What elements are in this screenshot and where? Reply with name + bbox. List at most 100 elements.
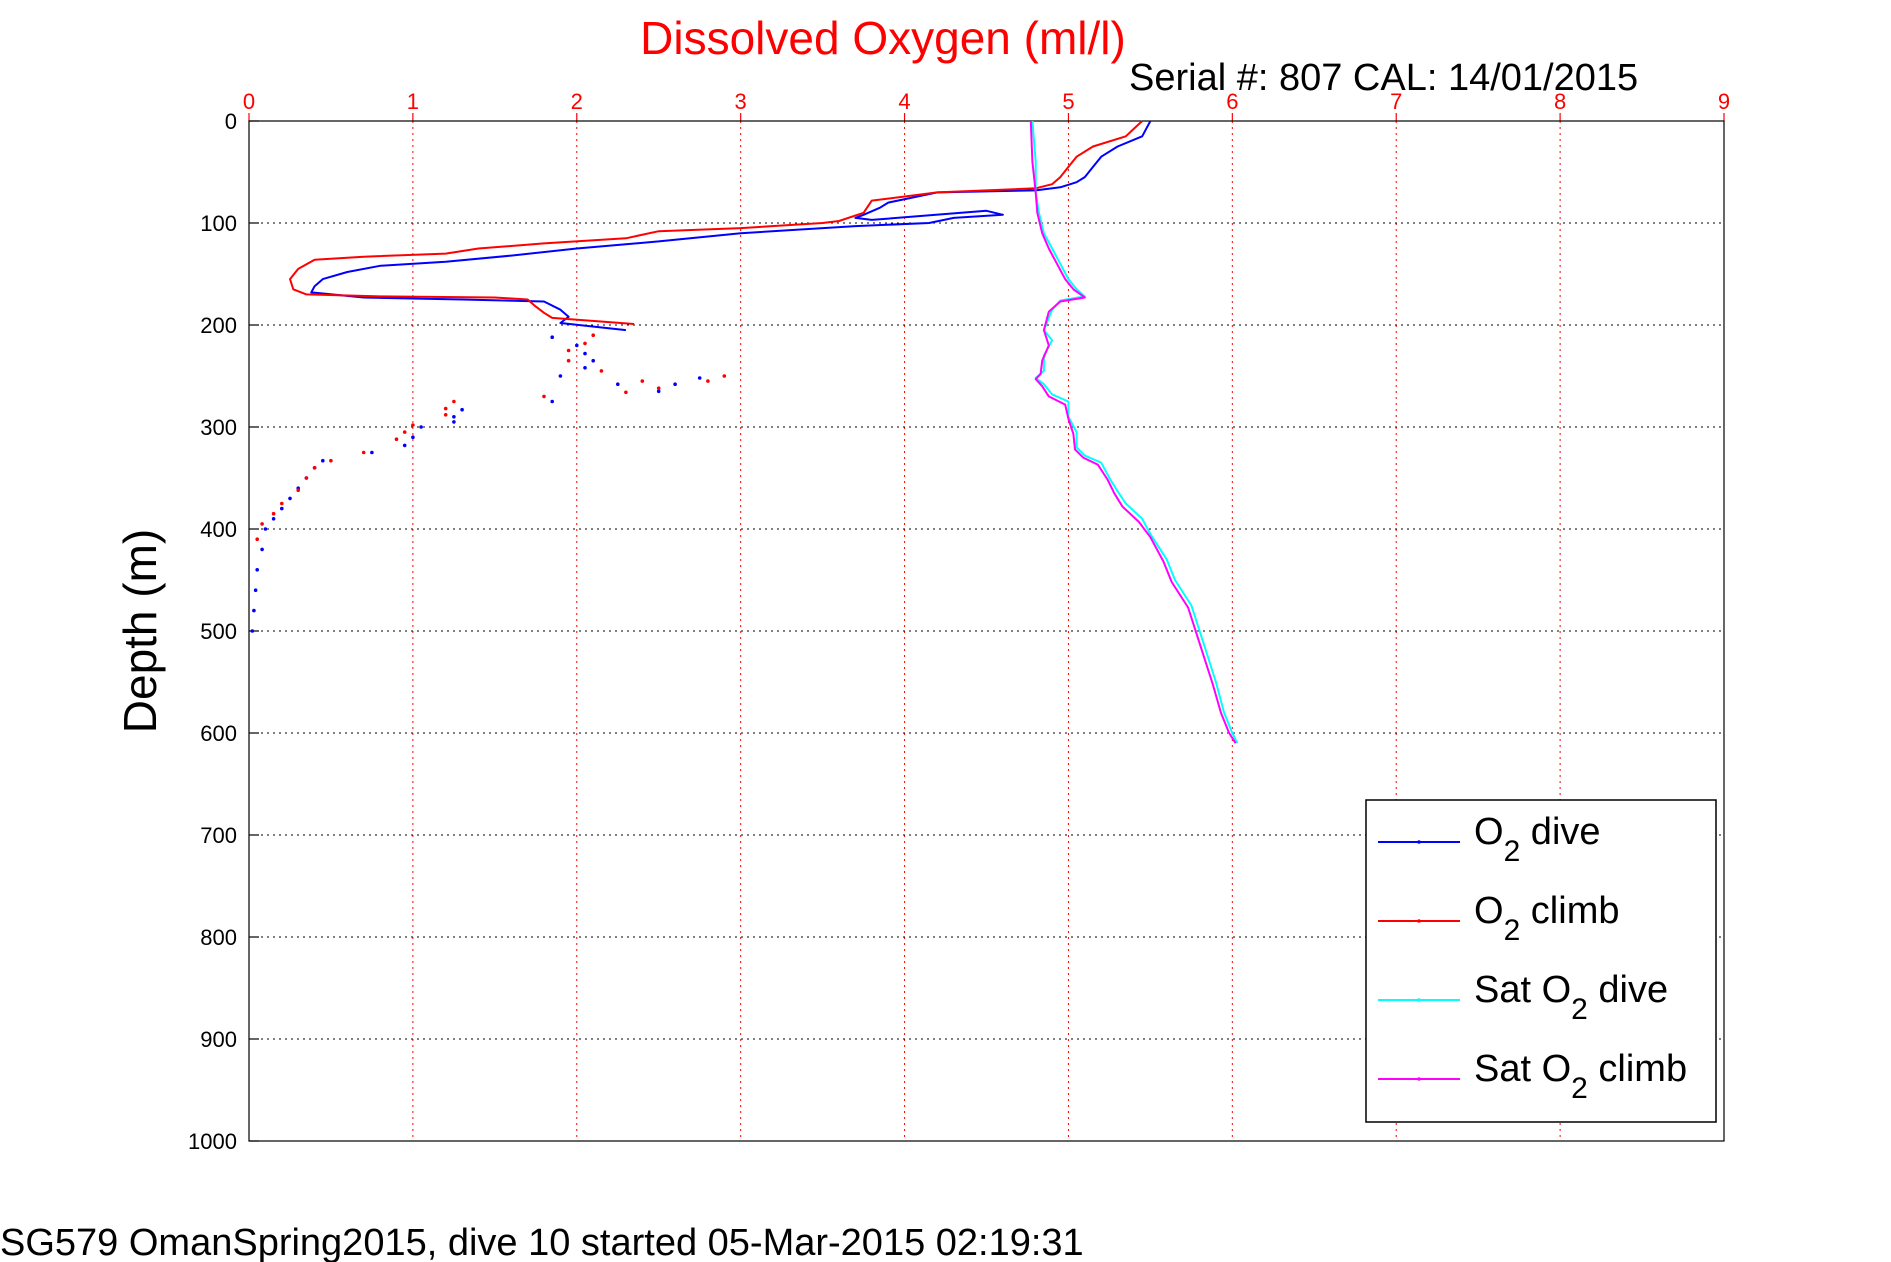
y-tick-label: 900 [200, 1027, 237, 1052]
data-point-o2-dive-scatter [280, 506, 284, 511]
y-axis-ticks: 0 100 200 300 400 500 600 700 800 900 1000 [188, 109, 259, 1154]
y-axis-label: Depth (m) [114, 529, 166, 733]
data-point-o2-climb-scatter [591, 333, 595, 338]
data-point-o2-dive-scatter [460, 407, 464, 412]
data-point-o2-climb-scatter [271, 511, 276, 516]
x-tick-label: 6 [1226, 89, 1238, 114]
y-tick-label: 400 [200, 517, 237, 542]
data-point-o2-climb-scatter [542, 394, 546, 399]
data-point-o2-dive-scatter [250, 629, 255, 633]
data-point-o2-dive-scatter [616, 382, 620, 387]
data-point-o2-dive-scatter [271, 517, 276, 521]
x-tick-label: 8 [1554, 89, 1566, 114]
x-tick-label: 1 [407, 89, 419, 114]
footer-caption: SG579 OmanSpring2015, dive 10 started 05… [0, 1222, 1084, 1262]
data-point-o2-dive-scatter [583, 366, 587, 370]
x-tick-label: 5 [1062, 89, 1074, 114]
series-line-o2-climb [289, 120, 1143, 325]
chart-title: Dissolved Oxygen (ml/l) [640, 12, 1126, 64]
series-line-sat-o2-climb [1029, 120, 1237, 744]
data-point-o2-dive-scatter [550, 399, 554, 404]
data-series [250, 120, 1239, 744]
data-point-o2-climb-scatter [640, 379, 645, 383]
data-point-o2-climb-scatter [566, 358, 571, 363]
legend-marker [1417, 919, 1421, 923]
data-point-o2-dive-scatter [583, 351, 587, 356]
y-tick-label: 100 [200, 211, 237, 236]
chart-subtitle: Serial #: 807 CAL: 14/01/2015 [1129, 57, 1638, 99]
data-point-o2-dive-scatter [673, 382, 677, 387]
data-point-o2-dive-scatter [252, 608, 256, 613]
x-axis-ticks: 0 1 2 3 4 5 6 7 8 9 [243, 89, 1730, 121]
data-point-o2-climb-scatter [329, 458, 333, 463]
x-tick-label: 0 [243, 89, 255, 114]
data-point-o2-dive-scatter [253, 588, 258, 592]
data-point-o2-dive-scatter [288, 496, 292, 501]
data-point-o2-dive-scatter [591, 358, 595, 363]
data-point-o2-climb-scatter [304, 476, 309, 480]
y-tick-label: 600 [200, 721, 237, 746]
data-point-o2-climb-scatter [255, 537, 259, 541]
legend-marker [1417, 840, 1421, 844]
legend-entry: Sat O2 climb [1378, 1048, 1687, 1105]
data-point-o2-dive-scatter [260, 547, 264, 552]
data-point-o2-climb-scatter [599, 369, 604, 373]
data-point-o2-climb-scatter [361, 450, 366, 455]
plot-frame [248, 120, 1725, 1142]
data-point-o2-climb-scatter [583, 341, 587, 346]
series-line-o2-dive [310, 120, 1152, 332]
x-tick-label: 4 [898, 89, 910, 114]
data-point-o2-climb-scatter [443, 413, 448, 417]
y-tick-label: 0 [225, 109, 237, 134]
data-point-o2-dive-scatter [558, 374, 563, 378]
data-point-o2-climb-scatter [624, 390, 628, 395]
data-point-o2-climb-scatter [566, 348, 571, 353]
data-point-o2-climb-scatter [411, 423, 415, 427]
x-tick-label: 9 [1718, 89, 1730, 114]
grid-lines [249, 121, 1724, 1141]
data-point-o2-climb-scatter [260, 522, 264, 526]
data-point-o2-climb-scatter [656, 386, 661, 391]
data-point-o2-climb-scatter [312, 466, 317, 470]
data-point-o2-dive-scatter [255, 568, 259, 572]
data-point-o2-dive-scatter [263, 527, 268, 531]
data-point-o2-climb-scatter [452, 399, 456, 404]
legend: O2 dive O2 climb Sat O2 dive Sat O2 climb [1365, 799, 1717, 1123]
legend-label: Sat O2 dive [1474, 969, 1668, 1026]
data-point-o2-dive-scatter [370, 450, 374, 455]
data-point-o2-climb-scatter [443, 406, 448, 411]
y-tick-label: 300 [200, 415, 237, 440]
legend-box [1365, 799, 1717, 1123]
x-tick-label: 7 [1390, 89, 1402, 114]
x-tick-label: 3 [735, 89, 747, 114]
legend-entry: O2 climb [1378, 890, 1619, 947]
y-tick-label: 500 [200, 619, 237, 644]
data-point-o2-dive-scatter [402, 443, 407, 448]
data-point-o2-climb-scatter [394, 437, 399, 442]
legend-marker [1417, 998, 1421, 1002]
y-tick-label: 800 [200, 925, 237, 950]
legend-label: Sat O2 climb [1474, 1048, 1687, 1105]
y-tick-label: 700 [200, 823, 237, 848]
data-point-o2-dive-scatter [411, 435, 415, 440]
data-point-o2-dive-scatter [452, 420, 456, 424]
data-point-o2-dive-scatter [550, 335, 554, 340]
data-point-o2-climb-scatter [280, 501, 284, 506]
data-point-o2-dive-scatter [452, 415, 456, 419]
y-tick-label: 1000 [188, 1129, 237, 1154]
y-tick-label: 200 [200, 313, 237, 338]
data-point-o2-climb-scatter [722, 374, 727, 378]
data-point-o2-dive-scatter [656, 389, 661, 394]
data-point-o2-climb-scatter [296, 488, 301, 493]
legend-entry: O2 dive [1378, 811, 1601, 868]
x-tick-label: 2 [571, 89, 583, 114]
data-point-o2-dive-scatter [575, 343, 579, 348]
series-line-sat-o2-dive [1031, 120, 1239, 744]
data-point-o2-climb-scatter [706, 379, 710, 383]
data-point-o2-dive-scatter [697, 376, 702, 380]
legend-entry: Sat O2 dive [1378, 969, 1668, 1026]
data-point-o2-dive-scatter [419, 425, 423, 429]
legend-label: O2 dive [1474, 811, 1601, 868]
data-point-o2-dive-scatter [321, 458, 325, 463]
